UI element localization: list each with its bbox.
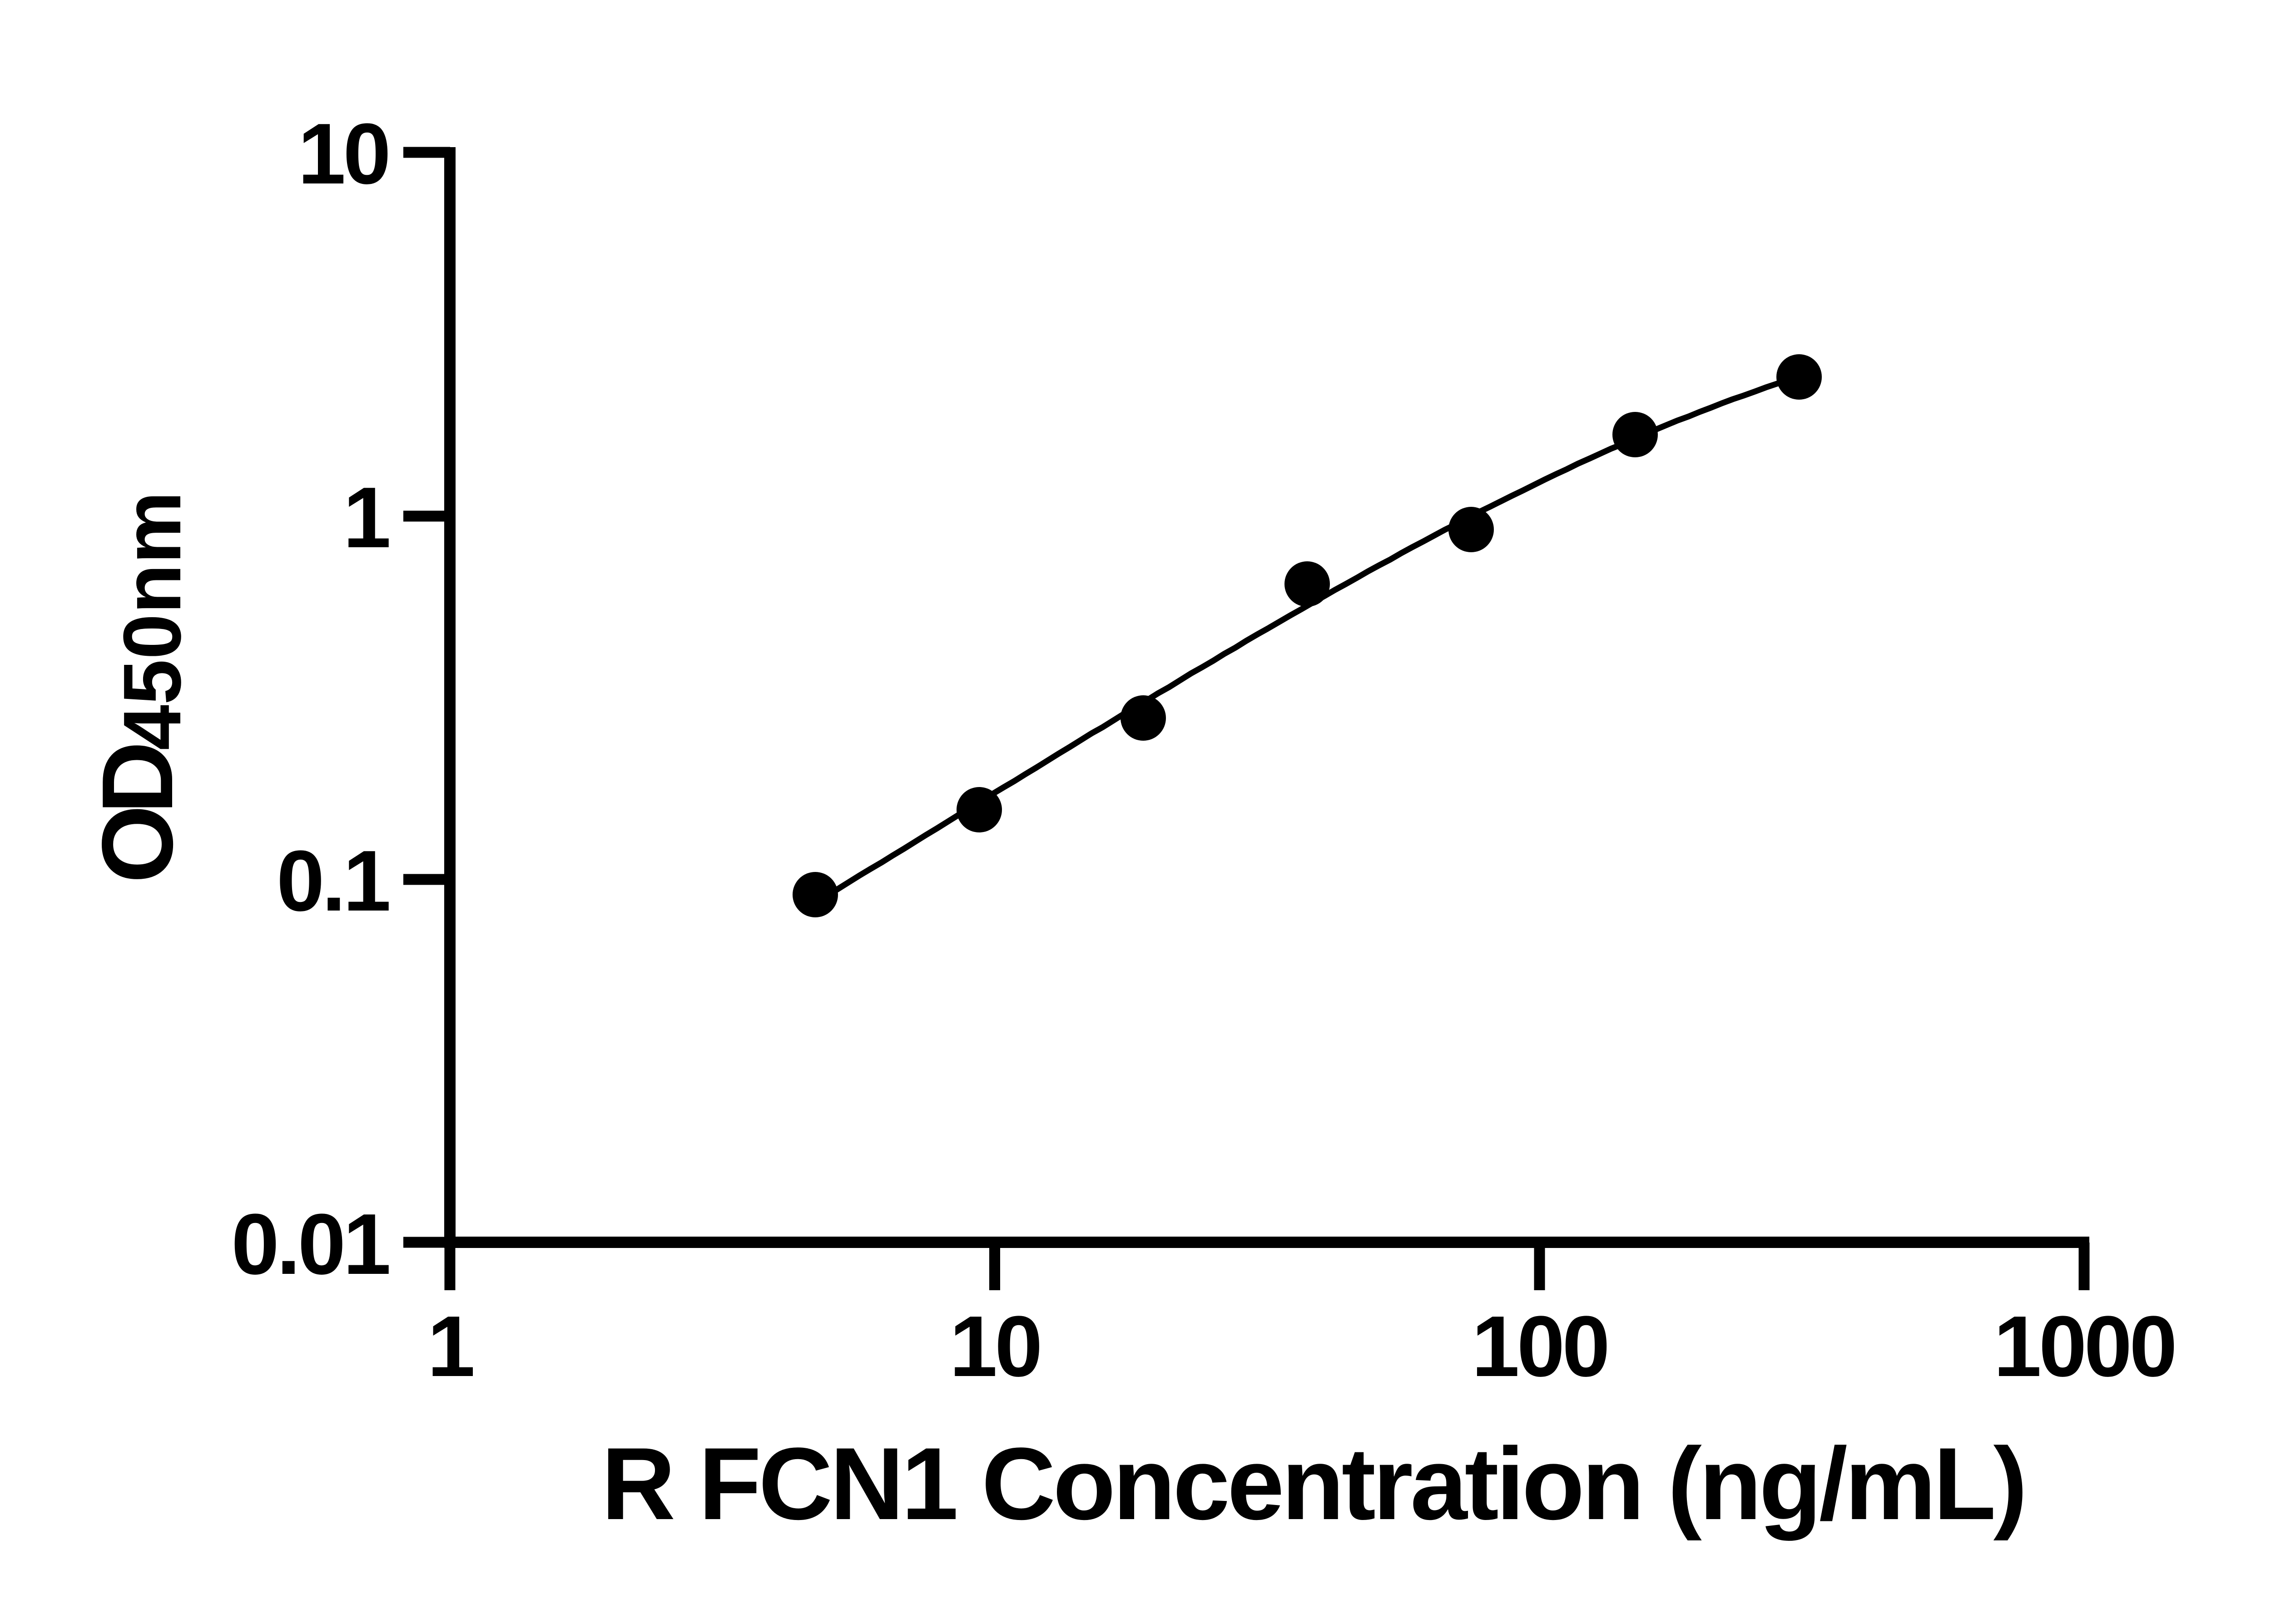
svg-text:R FCN1 Concentration (ng/mL): R FCN1 Concentration (ng/mL) — [601, 1426, 2025, 1541]
svg-text:0.1: 0.1 — [277, 833, 389, 929]
svg-text:1000: 1000 — [1993, 1298, 2175, 1395]
svg-text:1: 1 — [343, 470, 389, 566]
svg-text:0.01: 0.01 — [231, 1196, 389, 1292]
svg-text:100: 100 — [1472, 1298, 1607, 1395]
svg-text:10: 10 — [949, 1298, 1040, 1395]
svg-text:10: 10 — [298, 106, 388, 202]
svg-text:1: 1 — [427, 1298, 473, 1395]
